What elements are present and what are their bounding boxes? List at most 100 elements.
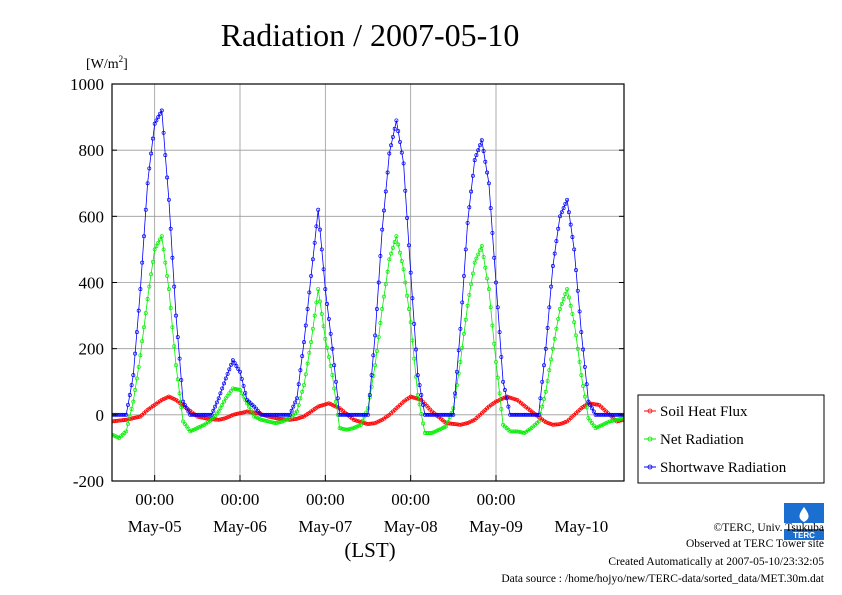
data-point xyxy=(575,346,580,351)
data-point xyxy=(312,313,317,318)
data-point xyxy=(275,416,280,421)
data-point xyxy=(238,388,242,392)
data-point xyxy=(369,373,374,378)
data-point xyxy=(143,311,148,316)
x-ticks-layer: 00:00 00:00 00:00 00:00 00:00 May-05 May-06 May… xyxy=(128,475,608,536)
data-point xyxy=(613,412,618,417)
data-point xyxy=(323,402,328,407)
data-point xyxy=(451,406,456,411)
data-point xyxy=(133,415,138,420)
data-point xyxy=(332,386,337,391)
data-point xyxy=(547,305,552,310)
data-point xyxy=(270,412,274,417)
data-point xyxy=(218,406,223,411)
data-point xyxy=(150,259,155,264)
data-point xyxy=(614,417,619,422)
legend-label-net-radiation: Net Radiation xyxy=(660,432,744,448)
data-point xyxy=(325,401,330,406)
data-point xyxy=(174,363,178,368)
data-point xyxy=(428,431,433,435)
data-point xyxy=(415,373,420,378)
data-point xyxy=(579,373,584,378)
data-point xyxy=(129,407,134,411)
data-point xyxy=(172,397,177,402)
data-point xyxy=(389,251,394,256)
data-point xyxy=(346,412,351,417)
data-point xyxy=(241,394,246,399)
data-point xyxy=(492,341,497,346)
data-point xyxy=(238,369,242,374)
data-point xyxy=(380,307,385,311)
data-point xyxy=(223,396,228,401)
data-point xyxy=(220,402,225,407)
data-point xyxy=(574,333,578,338)
data-point xyxy=(595,412,600,417)
data-point xyxy=(454,369,459,374)
data-point xyxy=(195,412,200,417)
data-point xyxy=(403,188,408,193)
data-point xyxy=(453,391,458,396)
data-point xyxy=(236,411,241,416)
data-point xyxy=(360,418,365,423)
data-point xyxy=(444,412,449,417)
data-point xyxy=(117,418,122,423)
data-point xyxy=(552,251,557,256)
data-point xyxy=(486,181,491,186)
data-point xyxy=(419,393,424,397)
data-point xyxy=(494,359,498,364)
data-point xyxy=(182,402,187,407)
data-point xyxy=(357,423,362,428)
data-point xyxy=(378,254,383,258)
footer-observed: Observed at TERC Tower site xyxy=(685,538,824,550)
data-point xyxy=(179,405,184,410)
data-point xyxy=(483,159,488,164)
data-point xyxy=(312,240,317,245)
data-point xyxy=(175,335,180,340)
data-point xyxy=(479,138,484,143)
legend: Soil Heat Flux Net Radiation Shortwave Rad… xyxy=(637,394,825,484)
data-point xyxy=(558,214,562,219)
data-point xyxy=(227,414,232,419)
data-point xyxy=(513,397,518,402)
data-point xyxy=(222,416,226,421)
data-point xyxy=(158,237,162,242)
data-point xyxy=(542,397,546,402)
data-point xyxy=(499,354,504,359)
data-point xyxy=(220,386,225,391)
data-point xyxy=(438,426,443,431)
data-point xyxy=(465,220,470,225)
data-point xyxy=(510,429,514,434)
data-point xyxy=(549,422,554,427)
data-point xyxy=(415,396,420,401)
data-point xyxy=(316,287,321,292)
data-point xyxy=(136,308,141,313)
data-point xyxy=(161,130,166,135)
data-point xyxy=(622,416,624,421)
data-point xyxy=(191,427,196,432)
x-time-tick-label: 00:00 xyxy=(221,490,260,509)
data-point xyxy=(145,297,150,301)
data-point xyxy=(540,379,545,384)
data-point xyxy=(508,429,513,434)
data-point xyxy=(508,395,513,400)
data-point xyxy=(568,303,573,308)
data-point xyxy=(261,418,266,423)
data-point xyxy=(310,257,315,262)
data-point xyxy=(142,234,146,239)
data-point xyxy=(385,170,390,175)
data-point xyxy=(479,244,484,249)
data-point xyxy=(172,344,177,349)
data-point xyxy=(334,379,338,384)
y-tick-label: 0 xyxy=(96,406,105,425)
data-point xyxy=(405,216,410,220)
data-point xyxy=(549,284,554,289)
data-point xyxy=(430,431,434,435)
series-shortwave-radiation xyxy=(112,108,624,417)
data-point xyxy=(149,272,154,277)
data-point xyxy=(568,222,573,227)
data-point xyxy=(364,410,369,415)
data-point xyxy=(412,321,417,326)
data-point xyxy=(536,412,541,417)
data-point xyxy=(387,151,392,156)
data-point xyxy=(460,422,465,427)
